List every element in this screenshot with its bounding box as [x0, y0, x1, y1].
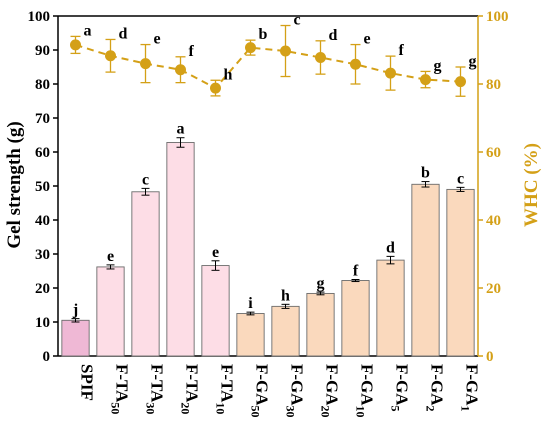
bars-group: j e c a e i h g f d b c [61, 121, 475, 357]
y-left-tick-label: 10 [35, 315, 50, 331]
x-tick-label: F-GA2 [424, 364, 447, 412]
whc-significance-label: e [364, 31, 371, 48]
x-tick-label: F-GA30 [284, 364, 307, 418]
bar-significance-label: g [317, 275, 325, 292]
whc-significance-label: e [154, 31, 161, 48]
y-right-tick-label: 100 [486, 9, 509, 25]
whc-line-group: a d e f h b c d e f g g [70, 12, 477, 97]
y-left-tick-label: 100 [28, 9, 51, 25]
whc-significance-label: d [119, 25, 128, 42]
y-left-tick-label: 30 [35, 247, 50, 263]
x-tick-label: F-TA20 [179, 364, 202, 414]
bar [376, 259, 405, 357]
whc-point [350, 58, 361, 70]
bar [201, 265, 230, 357]
bar [341, 280, 370, 357]
bar-significance-label: c [142, 171, 149, 188]
y-left-tick-label: 90 [35, 43, 50, 59]
whc-point [70, 39, 81, 51]
y-left-tick-label: 60 [35, 145, 50, 161]
bar-significance-label: b [421, 165, 430, 182]
y-right-tick-label: 80 [486, 77, 501, 93]
whc-point [105, 50, 116, 62]
y-left-tick-label: 20 [35, 281, 50, 297]
y-left-tick-label: 80 [35, 77, 50, 93]
whc-significance-label: h [224, 66, 233, 83]
whc-significance-label: a [84, 22, 92, 39]
whc-point [175, 64, 186, 76]
whc-significance-label: g [434, 57, 442, 74]
y-right-tick-label: 0 [486, 349, 494, 365]
x-tick-label: F-GA20 [319, 364, 342, 418]
y-left-tick-label: 70 [35, 111, 50, 127]
y-left-tick-label: 40 [35, 213, 50, 229]
whc-significance-label: c [294, 12, 301, 29]
bar [306, 292, 335, 357]
whc-significance-label: b [259, 26, 268, 43]
x-tick-label: F-TA10 [214, 364, 237, 414]
y-axis-right-title: WHC (%) [521, 143, 542, 227]
axes-group: 0 10 20 30 40 50 60 70 80 90 100 0 20 40 60 80 100 SPIF F-… [28, 9, 509, 418]
bar-significance-label: i [248, 295, 253, 312]
x-tick-label: F-TA50 [109, 364, 132, 414]
whc-significance-label: d [329, 27, 338, 44]
bar-significance-label: a [177, 121, 185, 138]
whc-point [420, 74, 431, 86]
bar-significance-label: c [457, 170, 464, 187]
whc-point [315, 51, 326, 63]
x-tick-label: F-GA50 [249, 364, 272, 418]
bar-significance-label: f [353, 263, 359, 280]
bar [271, 305, 300, 357]
bar [61, 319, 90, 357]
whc-point [280, 45, 291, 57]
whc-significance-label: g [469, 53, 477, 70]
whc-point [455, 76, 466, 88]
bar [236, 313, 265, 357]
y-axis-left-title: Gel strength (g) [4, 121, 25, 248]
x-tick-label: F-GA10 [354, 364, 377, 418]
whc-point [245, 42, 256, 54]
x-tick-label: F-TA30 [144, 364, 167, 414]
whc-point [210, 82, 221, 94]
whc-point [385, 67, 396, 79]
x-tick-label: F-GA5 [389, 364, 412, 412]
whc-significance-label: f [399, 42, 405, 59]
bar [166, 142, 195, 357]
x-tick-label: SPIF [78, 364, 97, 401]
bar-significance-label: e [107, 248, 114, 265]
bar-significance-label: d [386, 239, 395, 256]
whc-line [75, 43, 461, 90]
y-left-tick-label: 50 [35, 179, 50, 195]
y-right-tick-label: 60 [486, 145, 501, 161]
bar-significance-label: j [72, 302, 78, 319]
bar-significance-label: e [212, 244, 219, 261]
whc-point [140, 58, 151, 70]
bar [411, 183, 440, 357]
x-tick-label: F-GA1 [459, 364, 482, 412]
y-right-tick-label: 20 [486, 281, 501, 297]
bar-significance-label: h [281, 287, 290, 304]
bar [96, 266, 125, 357]
bar [446, 188, 475, 357]
y-right-tick-label: 40 [486, 213, 501, 229]
bar [131, 191, 160, 357]
whc-significance-label: f [189, 43, 195, 60]
y-left-tick-label: 0 [43, 349, 51, 365]
